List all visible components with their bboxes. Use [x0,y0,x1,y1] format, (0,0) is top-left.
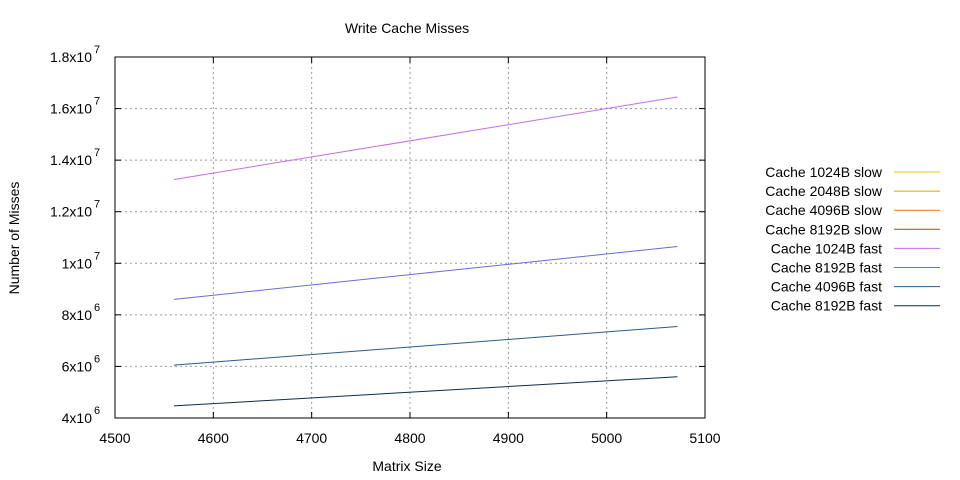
x-ticks: 4500 4600 4700 4800 4900 5000 5100 [99,57,721,446]
plot-frame [114,56,706,419]
x-tick-label: 5100 [689,430,720,446]
legend-label: Cache 1024B fast [771,240,882,256]
y-tick-exponent: 6 [94,405,100,417]
x-axis-label: Matrix Size [372,458,441,474]
series-line [173,376,678,407]
legend-label: Cache 1024B slow [765,164,883,180]
y-tick-label: 1.2x10 [50,204,92,220]
x-tick-label: 4700 [296,430,327,446]
y-tick-label: 1.8x10 [50,49,92,65]
x-tick-label: 5000 [591,430,622,446]
y-tick-label: 4x10 [62,410,93,426]
y-tick-exponent: 7 [94,44,100,56]
x-tick-label: 4600 [198,430,229,446]
legend-label: Cache 4096B slow [765,202,883,218]
legend-label: Cache 8192B fast [771,260,882,276]
y-axis-label: Number of Misses [6,182,22,295]
legend-label: Cache 2048B slow [765,183,883,199]
series-line [173,246,678,300]
series-line [173,96,678,180]
legend-label: Cache 8192B slow [765,221,883,237]
x-tick-label: 4500 [99,430,130,446]
y-tick-exponent: 7 [94,199,100,211]
y-tick-label: 1.4x10 [50,152,92,168]
y-tick-exponent: 7 [94,96,100,108]
y-tick-label: 8x10 [62,307,93,323]
series-line [173,325,678,366]
y-tick-label: 6x10 [62,358,93,374]
series-lines [173,96,678,407]
chart-title: Write Cache Misses [345,20,469,36]
legend-label: Cache 8192B fast [771,298,882,314]
grid [115,57,705,418]
x-tick-label: 4800 [394,430,425,446]
y-tick-label: 1x10 [62,255,93,271]
legend: Cache 1024B slow Cache 2048B slow Cache 40… [765,164,940,314]
y-tick-exponent: 7 [94,147,100,159]
y-tick-label: 1.6x10 [50,101,92,117]
y-tick-exponent: 6 [94,353,100,365]
x-tick-label: 4900 [493,430,524,446]
y-tick-exponent: 6 [94,302,100,314]
y-tick-exponent: 7 [94,250,100,262]
legend-label: Cache 4096B fast [771,279,882,295]
